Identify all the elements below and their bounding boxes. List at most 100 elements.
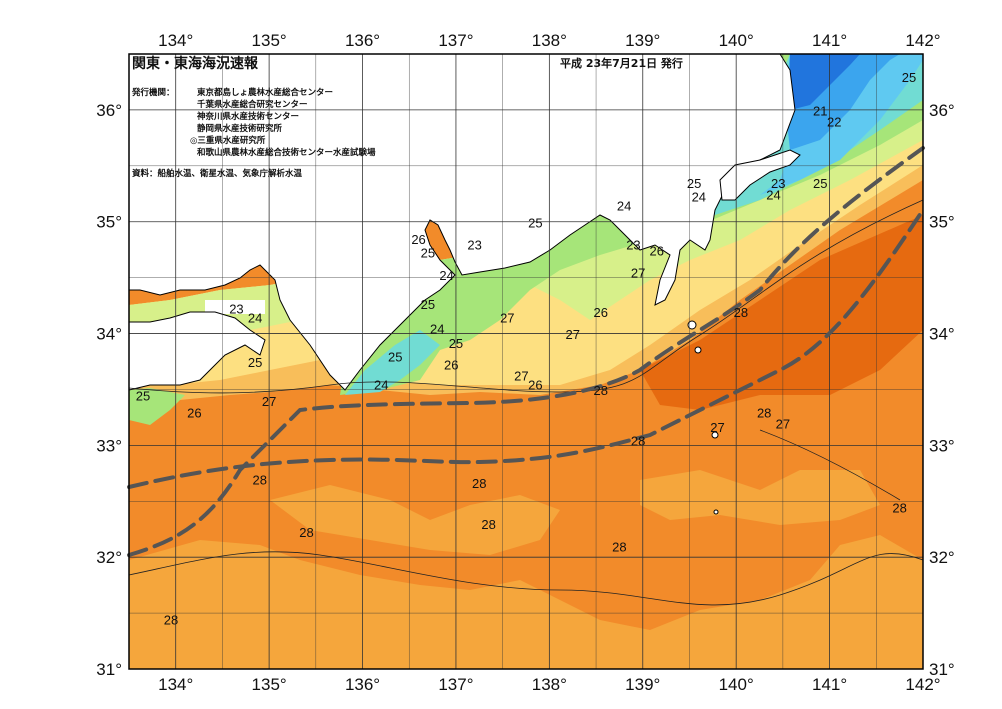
island-miyake (694, 346, 702, 354)
kuroshio-current-lines (127, 146, 925, 557)
isotherm-value-label: 24 (430, 322, 444, 337)
longitude-tick-label: 137° (438, 31, 473, 50)
isotherm-value-label: 28 (757, 405, 771, 420)
longitude-tick-label: 141° (812, 675, 847, 694)
isotherm-value-label: 24 (439, 268, 453, 283)
kuroshio-current-line-inner (127, 208, 925, 489)
isotherm-value-label: 25 (687, 176, 701, 191)
isotherm-value-label: 24 (617, 199, 631, 214)
publisher-item: 和歌山県農林水産総合技術センター水産試験場 (197, 147, 376, 158)
longitude-tick-label: 136° (345, 675, 380, 694)
longitude-tick-label: 142° (905, 675, 940, 694)
longitude-tick-label: 138° (532, 31, 567, 50)
isotherm-value-label: 28 (164, 612, 178, 627)
latitude-tick-label: 31° (929, 660, 955, 679)
isotherm-value-label: 26 (650, 243, 664, 258)
land-boso-peninsula (719, 149, 801, 201)
island-oshima (687, 320, 697, 330)
publisher-item: 静岡県水産技術研究所 (197, 123, 283, 134)
isotherm-value-label: 26 (187, 405, 201, 420)
latitude-tick-label: 36° (96, 101, 122, 120)
isotherm-value-label: 28 (892, 500, 906, 515)
publisher-item: ◎三重県水産研究所 (190, 135, 266, 146)
map-frame (128, 53, 924, 670)
longitude-tick-label: 138° (532, 675, 567, 694)
isotherm-value-label: 25 (421, 297, 435, 312)
map-title: 関東・東海海況速報 (132, 55, 259, 72)
latitude-tick-label: 35° (929, 213, 955, 232)
isotherm-value-label: 28 (299, 525, 313, 540)
longitude-tick-label: 137° (438, 675, 473, 694)
isotherm-value-label: 25 (136, 389, 150, 404)
isotherm-value-label: 26 (528, 377, 542, 392)
isotherm-value-label: 25 (813, 176, 827, 191)
isotherm-lines (128, 199, 924, 606)
isotherm-value-label: 26 (411, 232, 425, 247)
latitude-tick-label: 36° (929, 101, 955, 120)
latitude-tick-label: 32° (929, 548, 955, 567)
latitude-tick-label: 33° (929, 436, 955, 455)
isotherm-value-label: 22 (827, 115, 841, 130)
warm-patch-area (270, 485, 560, 555)
longitude-tick-label: 140° (719, 31, 754, 50)
longitude-tick-label: 134° (158, 675, 193, 694)
isotherm-value-label: 25 (528, 215, 542, 230)
warm-patch-area (129, 535, 923, 669)
longitude-labels-bottom: 134° 135° 136° 137° 138° 139° 140° 141° 142° (158, 675, 940, 694)
isotherm-value-label: 28 (481, 517, 495, 532)
longitude-tick-label: 141° (812, 31, 847, 50)
isotherm-value-label: 24 (248, 310, 262, 325)
isotherm-value-label: 27 (262, 394, 276, 409)
isotherm-value-label: 25 (248, 355, 262, 370)
isotherm-value-label: 23 (771, 176, 785, 191)
island-hachijo (711, 431, 719, 439)
isotherm-value-label: 24 (692, 190, 706, 205)
isotherm-value-label: 23 (467, 238, 481, 253)
isotherm-value-label: 25 (388, 350, 402, 365)
isotherm-value-label: 21 (813, 104, 827, 119)
kuroshio-current-line-coastal (127, 146, 925, 557)
isotherm-value-label: 27 (514, 369, 528, 384)
longitude-tick-label: 135° (252, 31, 287, 50)
latitude-tick-label: 35° (96, 213, 122, 232)
isotherm-value-label: 28 (631, 433, 645, 448)
isotherm-value-label: 27 (710, 420, 724, 435)
longitude-tick-label: 134° (158, 31, 193, 50)
latitude-tick-label: 31° (96, 660, 122, 679)
latitude-tick-label: 32° (96, 548, 122, 567)
longitude-tick-label: 139° (625, 675, 660, 694)
isotherm-value-label: 26 (444, 357, 458, 372)
isotherm-value-label: 27 (776, 417, 790, 432)
lat-lon-grid (129, 53, 924, 670)
publisher-item: 東京都島しょ農林水産総合センター (197, 87, 333, 98)
isotherm-value-label: 24 (374, 377, 388, 392)
publisher-label: 発行機関： (131, 87, 175, 98)
warm-core-area (640, 215, 923, 410)
isotherm-value-label: 27 (500, 310, 514, 325)
latitude-tick-label: 33° (96, 436, 122, 455)
isotherm-value-label: 28 (593, 383, 607, 398)
isotherm-value-label: 24 (766, 187, 780, 202)
isotherm-value-label: 27 (565, 327, 579, 342)
longitude-labels-top: 134° 135° 136° 137° 138° 139° 140° 141° 142° (158, 31, 940, 50)
latitude-tick-label: 34° (929, 325, 955, 344)
longitude-tick-label: 136° (345, 31, 380, 50)
isotherm-value-label: 28 (472, 476, 486, 491)
isotherm-value-label: 28 (612, 540, 626, 555)
cold-water-area (790, 54, 860, 110)
publisher-item: 千葉県水産総合研究センター (197, 99, 308, 110)
isotherm-value-label: 26 (593, 305, 607, 320)
latitude-labels-left: 36° 35° 34° 33° 32° 31° (96, 101, 122, 679)
isotherm-value-label: 28 (734, 305, 748, 320)
isotherm-value-label: 23 (229, 301, 243, 316)
longitude-tick-label: 142° (905, 31, 940, 50)
longitude-tick-label: 135° (252, 675, 287, 694)
longitude-tick-label: 139° (625, 31, 660, 50)
longitude-tick-label: 140° (719, 675, 754, 694)
map-header: 関東・東海海況速報 平成 23年7月21日 発行 発行機関： 東京都島しょ農林水… (131, 55, 683, 179)
temperature-field (129, 54, 923, 669)
isotherm-value-label: 25 (902, 70, 916, 85)
latitude-labels-right: 36° 35° 34° 33° 32° 31° (929, 101, 955, 679)
